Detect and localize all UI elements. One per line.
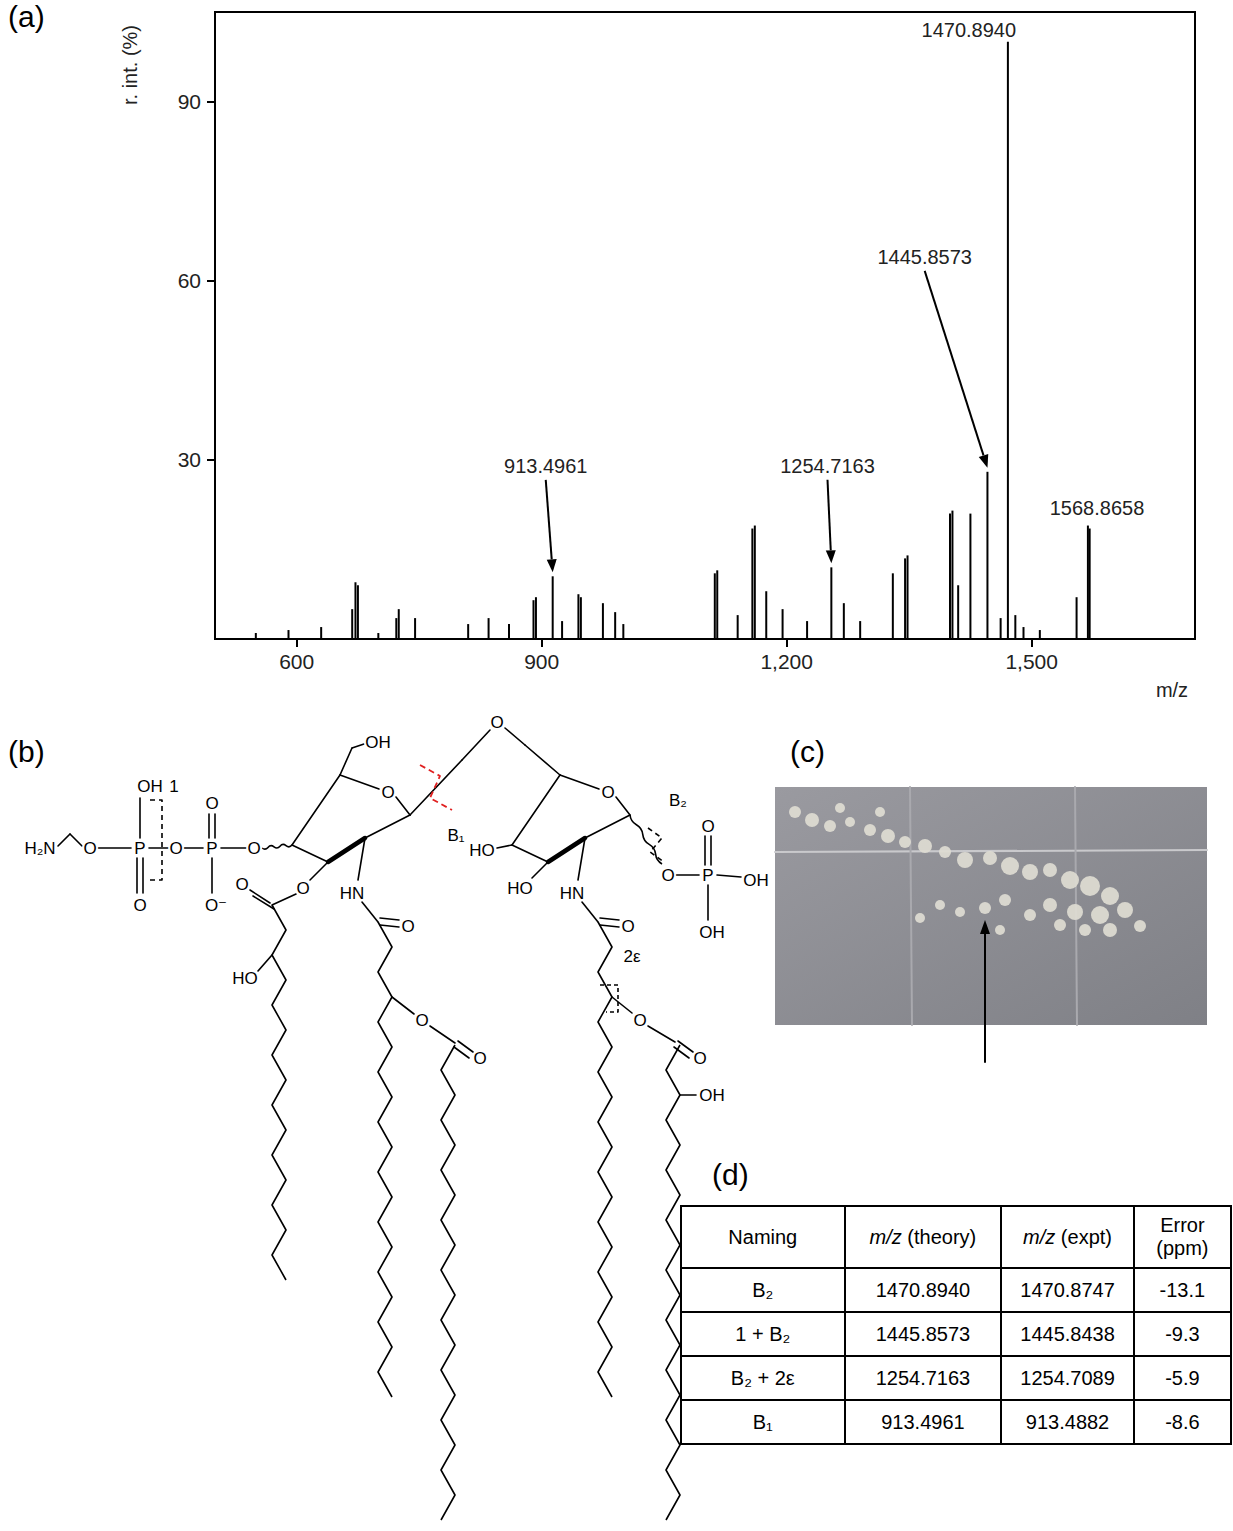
svg-text:O: O	[473, 1049, 486, 1068]
svg-text:H₂N: H₂N	[24, 839, 55, 858]
html-text:1470.8940: 1470.8940	[875, 1278, 971, 1301]
svg-text:HO: HO	[232, 969, 258, 988]
svg-text:O: O	[701, 817, 714, 836]
html-text:Error (ppm): Error (ppm)	[1156, 1214, 1209, 1259]
html-text:-9.3: -9.3	[1165, 1322, 1200, 1345]
html-text:(c): (c)	[790, 735, 825, 768]
svg-text:O: O	[693, 1049, 706, 1068]
svg-text:O: O	[235, 875, 248, 894]
html-text:1 + B₂: 1 + B₂	[735, 1322, 791, 1345]
svg-text:O: O	[381, 783, 394, 802]
svg-text:O⁻: O⁻	[205, 896, 227, 915]
svg-text:913.4961: 913.4961	[504, 455, 587, 477]
svg-text:O: O	[490, 713, 503, 732]
svg-text:OH: OH	[699, 923, 725, 942]
html-text:m/z (expt): m/z (expt)	[1023, 1225, 1112, 1248]
html-text:(d): (d)	[712, 1158, 749, 1191]
svg-text:1568.8658: 1568.8658	[1050, 497, 1145, 519]
svg-text:HN: HN	[560, 884, 585, 903]
html-text:m/z (theory): m/z (theory)	[869, 1225, 977, 1248]
svg-text:OH: OH	[699, 1086, 725, 1105]
svg-text:O: O	[601, 783, 614, 802]
svg-text:2ε: 2ε	[623, 947, 640, 966]
svg-text:O: O	[661, 866, 674, 885]
html-text:(a): (a)	[8, 0, 45, 33]
svg-text:1,500: 1,500	[1005, 650, 1058, 673]
svg-text:O: O	[133, 896, 146, 915]
svg-text:O: O	[296, 879, 309, 898]
svg-text:HO: HO	[469, 841, 495, 860]
svg-text:O: O	[205, 794, 218, 813]
svg-text:1: 1	[169, 777, 178, 796]
svg-text:O: O	[621, 917, 634, 936]
svg-text:m/z: m/z	[1156, 679, 1188, 701]
svg-text:r. int. (%): r. int. (%)	[119, 25, 141, 105]
html-text:-8.6: -8.6	[1165, 1410, 1200, 1433]
svg-text:HO: HO	[507, 879, 533, 898]
html-text:1254.7089: 1254.7089	[1020, 1366, 1115, 1389]
html-text:-5.9: -5.9	[1165, 1366, 1200, 1389]
svg-text:OH: OH	[743, 871, 769, 890]
html-text:(b): (b)	[8, 735, 45, 768]
svg-text:P: P	[206, 839, 217, 858]
svg-text:P: P	[702, 866, 713, 885]
html-text:Naming: Naming	[728, 1225, 798, 1248]
svg-text:HN: HN	[340, 884, 365, 903]
svg-text:90: 90	[178, 90, 201, 113]
svg-text:O: O	[83, 839, 96, 858]
svg-text:O: O	[247, 839, 260, 858]
html-text:1445.8573: 1445.8573	[875, 1322, 971, 1345]
html-text:913.4961: 913.4961	[881, 1410, 965, 1433]
svg-text:OH: OH	[137, 777, 163, 796]
svg-text:1,200: 1,200	[760, 650, 813, 673]
svg-text:B₂: B₂	[669, 791, 687, 810]
html-text:B₂: B₂	[752, 1278, 774, 1301]
svg-text:600: 600	[279, 650, 314, 673]
html-text:B₁: B₁	[752, 1410, 773, 1433]
svg-text:60: 60	[178, 269, 201, 292]
svg-text:O: O	[633, 1011, 646, 1030]
svg-text:1445.8573: 1445.8573	[877, 246, 972, 268]
html-text:1445.8438: 1445.8438	[1020, 1322, 1115, 1345]
svg-text:O: O	[401, 917, 414, 936]
svg-text:B₁: B₁	[447, 826, 464, 845]
svg-text:1470.8940: 1470.8940	[922, 19, 1017, 41]
svg-text:O: O	[169, 839, 182, 858]
svg-text:O: O	[415, 1011, 428, 1030]
svg-text:P: P	[134, 839, 145, 858]
html-text:B₂ + 2ε: B₂ + 2ε	[730, 1366, 795, 1389]
html-text:1470.8747: 1470.8747	[1020, 1278, 1115, 1301]
svg-text:OH: OH	[365, 733, 391, 752]
svg-text:30: 30	[178, 448, 201, 471]
html-text:-13.1: -13.1	[1159, 1278, 1206, 1301]
html-text:1254.7163: 1254.7163	[875, 1366, 971, 1389]
html-text:913.4882: 913.4882	[1025, 1410, 1110, 1433]
svg-text:1254.7163: 1254.7163	[780, 455, 875, 477]
svg-text:900: 900	[524, 650, 559, 673]
